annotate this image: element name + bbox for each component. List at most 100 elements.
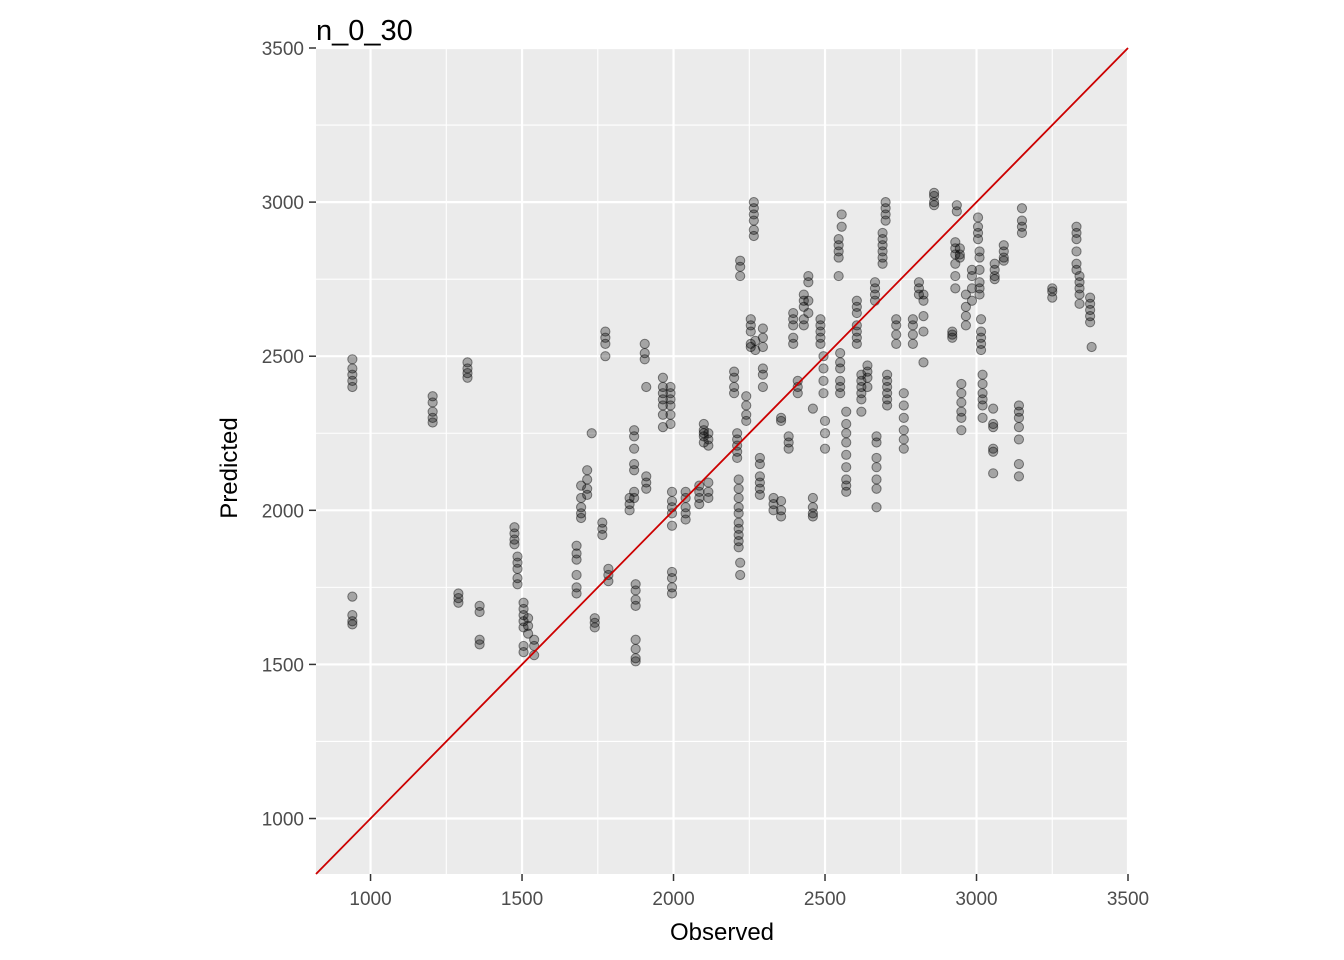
data-point [509, 534, 520, 545]
data-point [788, 338, 799, 349]
data-point [582, 465, 593, 476]
data-point [1016, 215, 1028, 226]
data-point [1013, 434, 1025, 445]
data-point [975, 326, 987, 337]
data-point [453, 597, 464, 608]
data-point [347, 381, 358, 393]
data-point [729, 366, 740, 377]
data-point [571, 554, 582, 565]
data-point [757, 341, 769, 353]
data-point [703, 492, 714, 504]
data-point [918, 295, 929, 306]
data-point [641, 381, 652, 393]
data-point [666, 588, 678, 599]
data-point [589, 622, 600, 633]
data-point [735, 255, 746, 266]
data-point [882, 400, 893, 411]
data-point [792, 381, 803, 393]
data-point [869, 283, 881, 294]
data-point [788, 320, 799, 331]
data-point [735, 557, 746, 568]
data-point [657, 400, 669, 411]
data-point [977, 378, 988, 390]
data-point [754, 452, 765, 464]
identity-line [315, 47, 1129, 875]
data-point [956, 388, 967, 399]
data-point [833, 246, 844, 257]
data-point [960, 301, 972, 312]
data-point [347, 369, 358, 380]
data-point [657, 381, 669, 393]
data-point [798, 301, 809, 312]
data-point [680, 508, 691, 519]
data-point [803, 277, 814, 288]
data-point [1085, 317, 1096, 328]
data-point [841, 449, 852, 460]
data-point [757, 323, 769, 334]
data-point [576, 502, 587, 513]
data-point [589, 613, 600, 624]
data-point [576, 508, 587, 519]
data-point [862, 372, 873, 383]
data-point [918, 326, 929, 337]
data-point [586, 428, 597, 439]
data-point [624, 505, 635, 516]
data-point [835, 375, 846, 386]
data-point [347, 354, 358, 365]
data-point [347, 375, 358, 386]
data-point [835, 357, 846, 368]
data-point [571, 548, 582, 559]
data-point [735, 569, 746, 581]
data-point [956, 425, 967, 436]
data-point [745, 338, 756, 349]
data-point [891, 314, 902, 325]
data-point [732, 446, 743, 457]
data-point [974, 277, 985, 288]
data-point [1013, 421, 1025, 433]
data-point [522, 628, 534, 639]
data-point [856, 388, 867, 399]
data-point [913, 277, 925, 288]
data-point [630, 600, 641, 611]
data-point [803, 295, 814, 306]
data-point [657, 394, 669, 405]
y-tick-label: 1000 [262, 810, 304, 831]
data-point [347, 610, 358, 621]
data-point [988, 468, 999, 479]
data-point [972, 233, 984, 245]
major-gridlines [316, 46, 1130, 874]
data-point [694, 480, 705, 491]
data-point [666, 486, 678, 497]
data-point [1071, 233, 1082, 245]
data-point [603, 576, 614, 587]
data-point [851, 307, 862, 319]
data-point [974, 252, 985, 263]
data-point [960, 320, 972, 331]
data-point [630, 579, 641, 590]
x-tick-label: 2000 [652, 889, 694, 910]
data-point [733, 536, 744, 547]
data-point [512, 579, 523, 590]
data-point [629, 465, 640, 476]
data-point [754, 489, 765, 501]
data-point [907, 338, 918, 349]
data-point [576, 492, 587, 504]
data-point [841, 480, 852, 491]
data-point [783, 443, 794, 454]
data-point [807, 502, 818, 513]
data-point [745, 326, 756, 337]
data-point [898, 425, 909, 436]
data-point [882, 381, 893, 393]
data-point [512, 551, 523, 562]
data-point [966, 264, 978, 276]
data-point [600, 351, 611, 362]
data-point [453, 593, 464, 604]
data-point [882, 394, 893, 405]
data-point [798, 314, 809, 325]
data-point [918, 311, 929, 322]
data-point [757, 369, 769, 380]
data-point [1016, 221, 1028, 232]
x-tick-label: 3000 [955, 889, 997, 910]
data-point [988, 418, 999, 430]
data-point [680, 514, 691, 525]
